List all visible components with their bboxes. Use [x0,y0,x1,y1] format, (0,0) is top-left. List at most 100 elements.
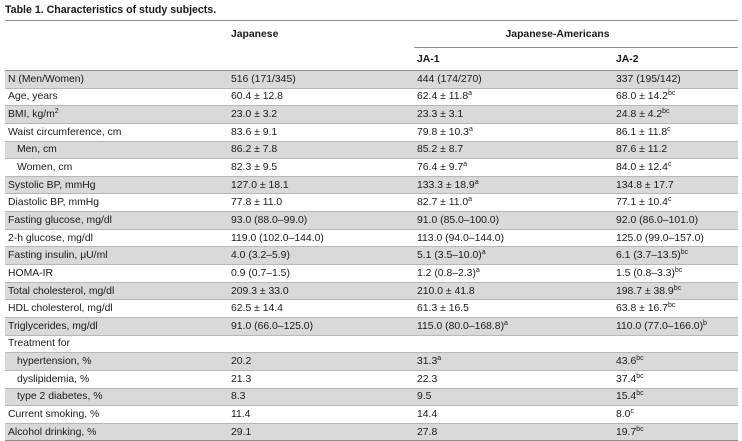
row-label: Triglycerides, mg/dl [5,317,228,336]
cell-ja1: 22.3 [414,370,613,389]
cell-ja2-value: 37.4 [616,373,637,385]
cell-japanese-value: 77.8 ± 11.0 [231,197,283,209]
cell-japanese: 29.1 [228,423,414,441]
row-label-value: dyslipidemia, % [17,373,90,385]
cell-ja2-footnote-marker: bc [680,249,689,257]
cell-ja2-footnote-marker: c [667,125,671,133]
cell-japanese-value: 93.0 (88.0–99.0) [231,214,308,226]
row-label-value: HOMA-IR [8,267,54,279]
row-label: Fasting insulin, μU/ml [5,246,228,266]
cell-ja1: 444 (174/270) [414,70,613,89]
cell-japanese: 20.2 [228,352,414,371]
cell-ja2-value: 77.1 ± 10.4 [616,197,668,209]
cell-japanese-value: 516 (171/345) [231,73,296,85]
cell-ja1-footnote-marker: a [504,319,508,327]
cell-ja2-value: 134.8 ± 17.7 [616,179,674,191]
cell-japanese-value: 21.3 [231,373,252,385]
header-ja2: JA-2 [613,47,738,71]
row-label: Diastolic BP, mmHg [5,193,228,213]
cell-ja2-value: 337 (195/142) [616,73,681,85]
row-label-value: Men, cm [17,144,57,156]
cell-japanese: 91.0 (66.0–125.0) [228,317,414,336]
table-row: hypertension, % 20.2 31.3a 43.6bc [5,352,738,371]
cell-ja2-footnote-marker: b [703,319,707,327]
cell-ja2: 110.0 (77.0–166.0)b [613,317,738,336]
cell-ja1: 61.3 ± 16.5 [414,299,613,318]
cell-japanese: 209.3 ± 33.0 [228,282,414,301]
cell-ja2: 92.0 (86.0–101.0) [613,211,738,230]
cell-ja1-footnote-marker: a [475,266,480,274]
table-row: Men, cm 86.2 ± 7.8 85.2 ± 8.7 87.6 ± 11.2 [5,141,738,160]
row-label: HDL cholesterol, mg/dl [5,299,228,318]
cell-ja2: 198.7 ± 38.9bc [613,282,738,301]
cell-ja1-value: 9.5 [417,391,432,403]
cell-japanese: 77.8 ± 11.0 [228,193,414,213]
table-body: N (Men/Women) 516 (171/345) 444 (174/270) 3… [5,70,738,441]
cell-ja2-value: 198.7 ± 38.9 [616,285,674,297]
cell-ja2: 84.0 ± 12.4c [613,158,738,177]
cell-ja1-footnote-marker: a [474,178,479,186]
cell-ja2-value: 92.0 (86.0–101.0) [616,214,699,226]
cell-ja2-footnote-marker: bc [667,302,676,310]
row-label: Age, years [5,88,228,107]
cell-japanese-value: 0.9 (0.7–1.5) [231,267,290,279]
cell-ja2: 24.8 ± 4.2bc [613,105,738,124]
row-label-value: type 2 diabetes, % [17,391,103,403]
table-row: Age, years 60.4 ± 12.8 62.4 ± 11.8a 68.0 ± … [5,88,738,107]
table-row: Triglycerides, mg/dl 91.0 (66.0–125.0) 115… [5,317,738,336]
cell-ja2-footnote-marker: bc [636,372,644,380]
row-label-value: Alcohol drinking, % [8,426,97,438]
cell-ja2-footnote-marker: bc [673,284,682,292]
table-row: 2-h glucose, mg/dl 119.0 (102.0–144.0) 113… [5,229,738,248]
cell-ja2: 134.8 ± 17.7 [613,176,738,195]
table-row: Diastolic BP, mmHg 77.8 ± 11.0 82.7 ± 11.0… [5,193,738,213]
cell-ja2-footnote-marker: c [630,407,634,415]
cell-ja2: 19.7bc [613,423,738,441]
cell-japanese-value: 91.0 (66.0–125.0) [231,320,314,332]
cell-ja2: 68.0 ± 14.2bc [613,88,738,107]
cell-ja1: 27.8 [414,423,613,441]
cell-ja2-footnote-marker: bc [667,90,676,98]
cell-ja1: 62.4 ± 11.8a [414,88,613,107]
row-label: Alcohol drinking, % [5,423,228,441]
cell-ja1 [414,335,613,354]
cell-japanese: 60.4 ± 12.8 [228,88,414,107]
row-label: Women, cm [5,158,228,177]
cell-ja1-value: 76.4 ± 9.7 [417,162,464,174]
cell-ja1: 113.0 (94.0–144.0) [414,229,613,248]
cell-ja1: 5.1 (3.5–10.0)a [414,246,613,266]
row-label-value: Women, cm [17,162,73,174]
cell-ja1-value: 79.8 ± 10.3 [417,126,469,138]
cell-ja2: 1.5 (0.8–3.3)bc [613,264,738,283]
cell-japanese: 516 (171/345) [228,70,414,89]
row-label-value: Diastolic BP, mmHg [8,197,100,209]
cell-japanese: 62.5 ± 14.4 [228,299,414,318]
cell-ja1-footnote-marker: a [468,196,473,204]
cell-japanese: 86.2 ± 7.8 [228,141,414,160]
cell-ja2-value: 8.0 [616,408,631,420]
row-label: BMI, kg/m2 [5,105,228,124]
row-label: Current smoking, % [5,405,228,424]
cell-ja1-value: 82.7 ± 11.0 [417,197,469,209]
cell-japanese-value: 82.3 ± 9.5 [231,162,278,174]
header-ja1: JA-1 [414,47,613,71]
cell-japanese [228,335,414,354]
cell-japanese-value: 23.0 ± 3.2 [231,109,278,121]
cell-ja1: 133.3 ± 18.9a [414,176,613,195]
cell-ja1: 76.4 ± 9.7a [414,158,613,177]
table-row: Waist circumference, cm 83.6 ± 9.1 79.8 ± … [5,123,738,142]
row-label-value: N (Men/Women) [8,73,85,85]
row-label: Men, cm [5,141,228,160]
cell-ja2: 86.1 ± 11.8c [613,123,738,142]
row-label: Waist circumference, cm [5,123,228,142]
row-label-value: Systolic BP, mmHg [8,179,96,191]
cell-ja1-value: 115.0 (80.0–168.8) [417,320,505,332]
table-row: Alcohol drinking, % 29.1 27.8 19.7bc [5,423,738,441]
cell-ja1: 31.3a [414,352,613,371]
table-row: HDL cholesterol, mg/dl 62.5 ± 14.4 61.3 ± … [5,299,738,318]
cell-ja1: 79.8 ± 10.3a [414,123,613,142]
cell-ja2: 37.4bc [613,370,738,389]
table-row: Current smoking, % 11.4 14.4 8.0c [5,405,738,424]
header-row-subgroups: JA-1 JA-2 [5,47,738,71]
cell-ja2-footnote-marker: bc [662,108,670,116]
